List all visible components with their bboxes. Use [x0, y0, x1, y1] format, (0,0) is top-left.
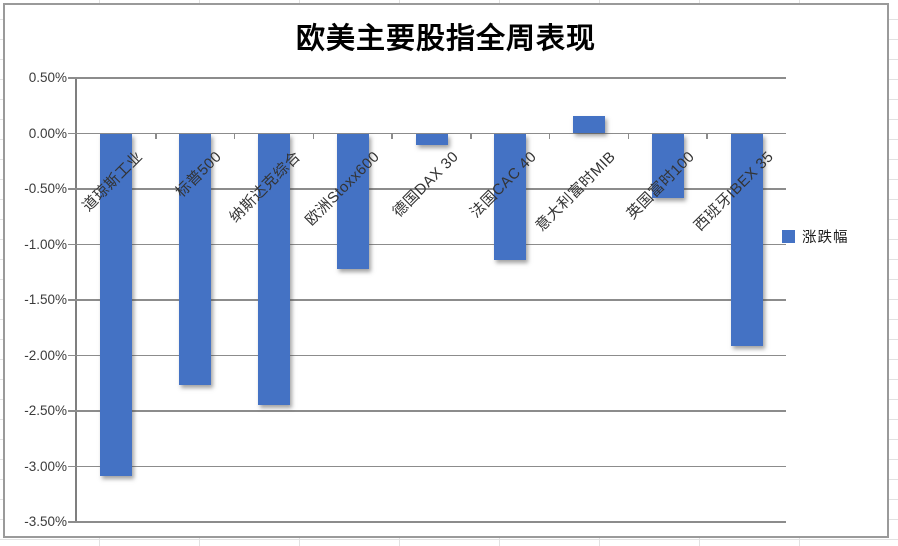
- gridline: [77, 521, 786, 523]
- gridline: [77, 243, 786, 246]
- category-axis-tick: [706, 133, 708, 139]
- y-axis-tick: [68, 77, 77, 79]
- category-axis-tick: [391, 133, 393, 139]
- y-axis-tick: [68, 299, 77, 301]
- bar[interactable]: [651, 133, 684, 198]
- category-axis-tick: [233, 133, 236, 139]
- category-axis-tick: [312, 133, 315, 139]
- bar[interactable]: [415, 133, 448, 145]
- y-axis-tick-label: -3.50%: [24, 514, 67, 529]
- y-axis-tick-label: -0.50%: [24, 181, 67, 196]
- gridline: [77, 188, 786, 190]
- y-axis-tick-label: 0.00%: [28, 125, 67, 141]
- y-axis-tick: [68, 132, 77, 135]
- legend-label: 涨跌幅: [802, 230, 849, 246]
- legend[interactable]: 涨跌幅: [782, 226, 849, 247]
- y-axis-tick: [68, 465, 77, 468]
- legend-swatch: [782, 230, 795, 243]
- bar[interactable]: [573, 115, 606, 134]
- bar[interactable]: [257, 133, 290, 406]
- y-axis-tick-label: -2.00%: [24, 347, 67, 363]
- y-axis-tick: [68, 243, 77, 246]
- bar[interactable]: [336, 133, 369, 269]
- y-axis-tick-label: 0.50%: [28, 70, 67, 85]
- y-axis-tick-label: -1.00%: [24, 236, 67, 252]
- chart-area[interactable]: 欧美主要股指全周表现 0.50% 0.00% -0.50% -1.00% -1.50% -…: [3, 3, 889, 538]
- gridline: [77, 299, 786, 301]
- gridline: [77, 465, 786, 468]
- category-axis-tick: [627, 133, 630, 139]
- gridline: [77, 410, 786, 412]
- bar[interactable]: [100, 133, 133, 477]
- y-axis-tick-label: -3.00%: [24, 458, 67, 474]
- gridline: [77, 77, 786, 79]
- y-axis-tick: [68, 410, 77, 412]
- y-axis-tick: [68, 521, 77, 523]
- bar[interactable]: [730, 133, 763, 346]
- chart-title: 欧美主要股指全周表现: [295, 23, 596, 55]
- bar[interactable]: [494, 133, 527, 261]
- bar[interactable]: [179, 133, 212, 386]
- y-axis-tick: [68, 188, 77, 190]
- gridline: [77, 354, 786, 357]
- plot-area: 0.50% 0.00% -0.50% -1.00% -1.50% -2.00% -2.50%…: [24, 70, 786, 529]
- category-axis-label-text: 德国DAX 30: [389, 147, 462, 221]
- category-axis-tick: [548, 133, 551, 139]
- category-axis-tick: [470, 133, 472, 139]
- y-axis-tick-label: -1.50%: [24, 292, 67, 307]
- category-axis-label-text: 意大利富时MIB: [532, 147, 620, 235]
- y-axis-tick-label: -2.50%: [24, 403, 67, 418]
- y-axis-tick: [68, 354, 77, 357]
- category-axis-tick: [155, 133, 157, 139]
